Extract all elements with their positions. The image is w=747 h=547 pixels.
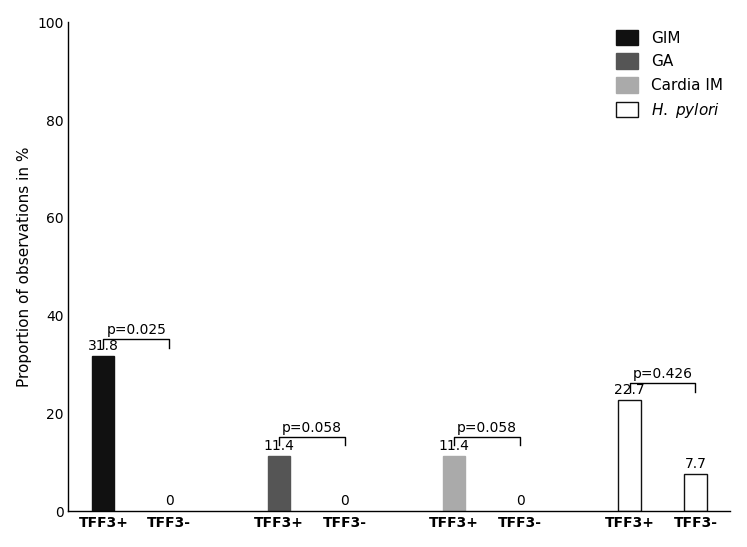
Text: p=0.058: p=0.058 bbox=[457, 421, 517, 435]
Text: 0: 0 bbox=[165, 493, 173, 508]
Text: 11.4: 11.4 bbox=[438, 439, 470, 453]
Bar bbox=[267, 456, 290, 511]
Text: 31.8: 31.8 bbox=[88, 339, 119, 353]
Text: p=0.426: p=0.426 bbox=[633, 368, 692, 381]
Bar bbox=[443, 456, 465, 511]
Text: 0: 0 bbox=[515, 493, 524, 508]
Text: 0: 0 bbox=[341, 493, 349, 508]
Text: 11.4: 11.4 bbox=[264, 439, 294, 453]
Bar bbox=[619, 400, 641, 511]
Text: p=0.025: p=0.025 bbox=[106, 323, 167, 337]
Text: 7.7: 7.7 bbox=[684, 457, 707, 471]
Y-axis label: Proportion of observations in %: Proportion of observations in % bbox=[16, 147, 31, 387]
Text: p=0.058: p=0.058 bbox=[282, 421, 341, 435]
Bar bbox=[684, 474, 707, 511]
Legend: GIM, GA, Cardia IM, $\it{H.\ pylori}$: GIM, GA, Cardia IM, $\it{H.\ pylori}$ bbox=[616, 30, 722, 120]
Bar bbox=[93, 356, 114, 511]
Text: 22.7: 22.7 bbox=[614, 383, 645, 398]
